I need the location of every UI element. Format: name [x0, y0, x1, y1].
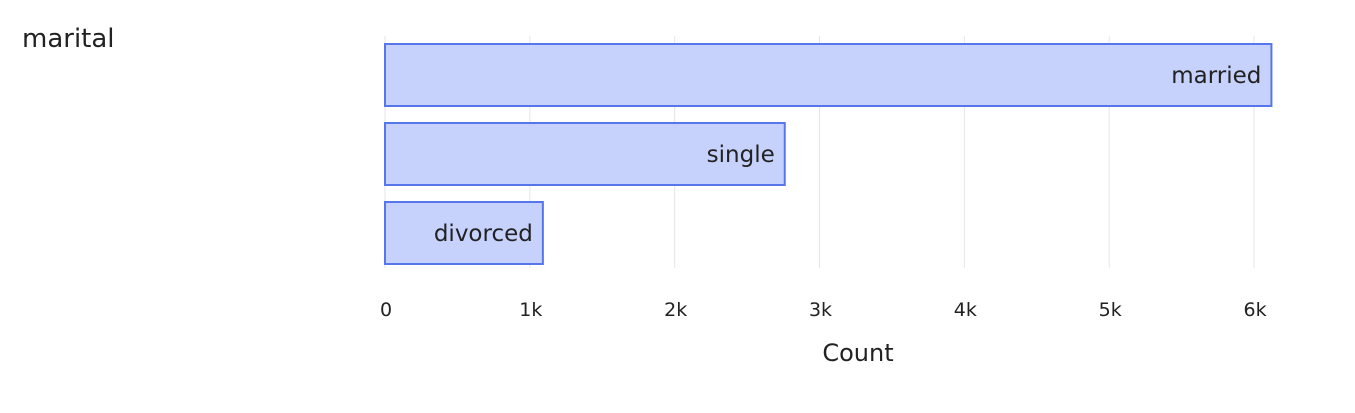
bar-divorced[interactable]	[384, 201, 544, 265]
bar-label-single: single	[707, 142, 775, 168]
x-tick-label: 1k	[519, 299, 542, 321]
x-tick-label: 2k	[664, 299, 687, 321]
x-axis-ticks: 0 1k 2k 3k 4k 5k 6k	[380, 299, 1267, 321]
x-tick-label: 4k	[954, 299, 977, 321]
bar-label-married: married	[1171, 63, 1261, 89]
x-tick-label: 5k	[1099, 299, 1122, 321]
x-axis-title: Count	[822, 339, 893, 367]
bar-single[interactable]	[384, 122, 786, 186]
bars: married single divorced	[384, 43, 1273, 265]
bar-married[interactable]	[384, 43, 1273, 107]
x-tick-label: 6k	[1243, 299, 1266, 321]
x-tick-label: 0	[380, 299, 392, 321]
bar-label-divorced: divorced	[434, 221, 533, 247]
field-label: marital	[22, 24, 115, 54]
x-tick-label: 3k	[809, 299, 832, 321]
